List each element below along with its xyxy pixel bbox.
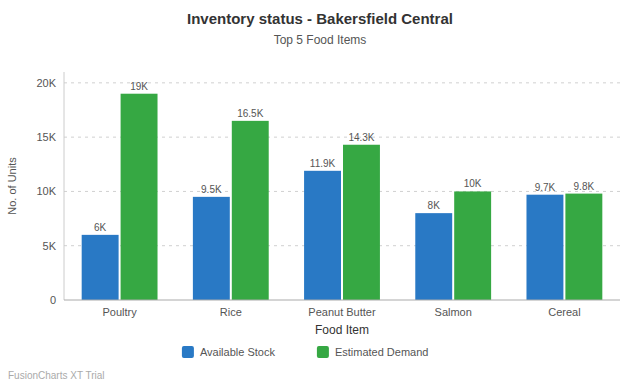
- y-tick-label: 20K: [36, 77, 56, 89]
- bar: [304, 171, 341, 300]
- bar: [565, 194, 602, 300]
- data-label: 6K: [94, 222, 107, 233]
- x-tick-label: Cereal: [548, 306, 580, 318]
- legend-label: Available Stock: [200, 346, 276, 358]
- y-axis-line: [64, 72, 65, 300]
- x-tick-label: Salmon: [435, 306, 472, 318]
- data-label: 19K: [130, 81, 148, 92]
- data-label: 9.5K: [201, 184, 222, 195]
- bar: [121, 94, 158, 300]
- data-label: 10K: [464, 178, 482, 189]
- data-label: 14.3K: [348, 132, 374, 143]
- data-label: 9.7K: [535, 182, 556, 193]
- x-tick-label: Poultry: [102, 306, 137, 318]
- y-tick-label: 15K: [36, 131, 56, 143]
- y-tick-label: 10K: [36, 185, 56, 197]
- data-labels: 6K 9.5K 11.9K 8K 9.7K 19K 16.5K 14.3K 10K 9.8K: [94, 81, 594, 233]
- data-label: 16.5K: [237, 108, 263, 119]
- y-axis: 0 5K 10K 15K 20K: [36, 72, 620, 306]
- legend-swatch: [317, 346, 329, 358]
- title: Inventory status - Bakersfield Central: [187, 10, 453, 27]
- x-axis-line: [64, 300, 620, 301]
- legend-label: Estimated Demand: [335, 346, 429, 358]
- data-label: 11.9K: [310, 158, 336, 169]
- bars: [82, 94, 603, 300]
- y-tick-label: 5K: [43, 240, 57, 252]
- data-label: 9.8K: [574, 181, 595, 192]
- x-axis-label: Food Item: [315, 323, 369, 337]
- bar: [343, 145, 380, 300]
- legend: Available Stock Estimated Demand: [182, 346, 429, 358]
- bar: [454, 191, 491, 300]
- bar: [193, 197, 230, 300]
- bar: [232, 121, 269, 300]
- chart: Inventory status - Bakersfield Central To…: [0, 0, 640, 385]
- legend-swatch: [182, 346, 194, 358]
- bar: [526, 195, 563, 300]
- subtitle: Top 5 Food Items: [274, 33, 367, 47]
- watermark: FusionCharts XT Trial: [8, 370, 105, 381]
- y-axis-label: No. of Units: [6, 157, 18, 215]
- y-tick-label: 0: [50, 294, 56, 306]
- data-label: 8K: [428, 200, 441, 211]
- x-tick-label: Peanut Butter: [308, 306, 376, 318]
- x-tick-label: Rice: [220, 306, 242, 318]
- bar: [82, 235, 119, 300]
- bar: [415, 213, 452, 300]
